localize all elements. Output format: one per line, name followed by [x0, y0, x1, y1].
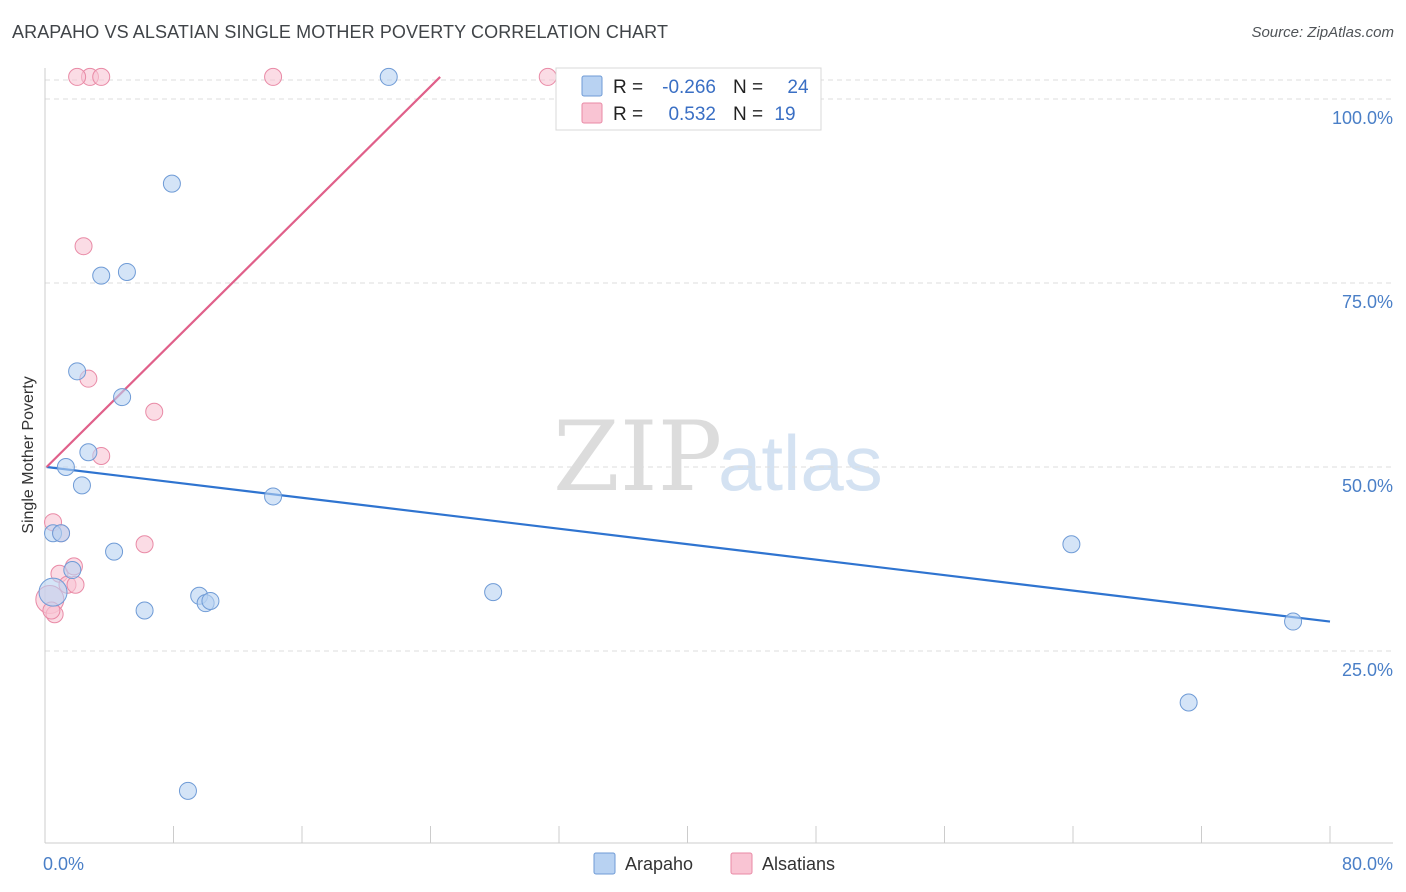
legend-r-label-alsatians: R =: [613, 104, 648, 125]
point-arapaho: [79, 443, 98, 462]
series-legend: Arapaho Alsatians: [593, 852, 835, 875]
point-arapaho: [68, 362, 87, 381]
series-legend-label-alsatians: Alsatians: [762, 854, 835, 874]
legend-n-value-alsatians: 19: [774, 104, 795, 125]
point-alsatians: [92, 67, 111, 86]
y-tick-label: 50.0%: [1342, 476, 1393, 496]
point-arapaho: [484, 583, 503, 602]
legend-n-value-arapaho: 24: [787, 77, 809, 98]
y-tick-label: 100.0%: [1332, 108, 1393, 128]
watermark-atlas: atlas: [718, 419, 883, 507]
chart-title: ARAPAHO VS ALSATIAN SINGLE MOTHER POVERT…: [12, 22, 669, 42]
legend-r-value-arapaho: -0.266: [662, 77, 716, 98]
point-arapaho: [1179, 693, 1198, 712]
point-alsatians: [538, 67, 557, 86]
point-arapaho: [178, 781, 197, 800]
legend-r-value-alsatians: 0.532: [668, 104, 716, 125]
legend-swatch-arapaho: [581, 75, 603, 97]
x-tick-label-max: 80.0%: [1342, 854, 1393, 874]
point-arapaho: [162, 174, 181, 193]
y-tick-label: 75.0%: [1342, 292, 1393, 312]
point-alsatians: [74, 237, 93, 256]
watermark-zip: ZIP: [553, 401, 722, 513]
trend-line-alsatians: [45, 76, 441, 468]
point-arapaho: [56, 458, 75, 476]
series-legend-swatch-arapaho: [593, 852, 616, 875]
axes: [44, 68, 1393, 844]
x-tick-labels: 0.0% 80.0%: [43, 854, 1393, 874]
point-alsatians: [66, 575, 85, 594]
data-points: [35, 67, 1303, 800]
y-axis-label: Single Mother Poverty: [20, 376, 37, 533]
point-arapaho: [52, 524, 71, 543]
stats-legend: R = -0.266 N = 24 R = 0.532 N = 19: [555, 67, 822, 131]
legend-r-label-arapaho: R =: [613, 77, 648, 98]
y-tick-label: 25.0%: [1342, 660, 1393, 680]
point-arapaho: [264, 487, 283, 506]
point-arapaho: [135, 601, 154, 620]
source-label: Source: ZipAtlas.com: [1251, 24, 1394, 41]
point-arapaho: [1284, 612, 1303, 631]
point-alsatians: [68, 67, 87, 86]
series-legend-swatch-alsatians: [730, 852, 753, 875]
point-arapaho: [92, 266, 111, 285]
point-arapaho: [72, 476, 91, 495]
grid-lines: [45, 79, 1393, 652]
trend-lines: [45, 76, 1331, 623]
point-arapaho: [379, 67, 398, 86]
point-arapaho: [117, 262, 136, 281]
legend-n-label-alsatians: N =: [733, 104, 768, 125]
point-arapaho: [113, 388, 132, 407]
x-tick-label-min: 0.0%: [43, 854, 84, 874]
legend-swatch-alsatians: [581, 102, 603, 124]
point-alsatians: [145, 402, 164, 421]
point-arapaho: [1062, 535, 1081, 554]
series-legend-label-arapaho: Arapaho: [625, 854, 693, 874]
trend-line-arapaho: [46, 465, 1331, 623]
point-arapaho: [105, 542, 124, 561]
point-arapaho: [38, 577, 68, 607]
point-alsatians: [135, 535, 154, 554]
point-arapaho: [201, 591, 220, 610]
legend-n-label-arapaho: N =: [733, 77, 768, 98]
point-arapaho: [63, 561, 82, 580]
point-alsatians: [264, 67, 283, 86]
y-tick-labels: 25.0% 50.0% 75.0% 100.0%: [1332, 108, 1393, 680]
